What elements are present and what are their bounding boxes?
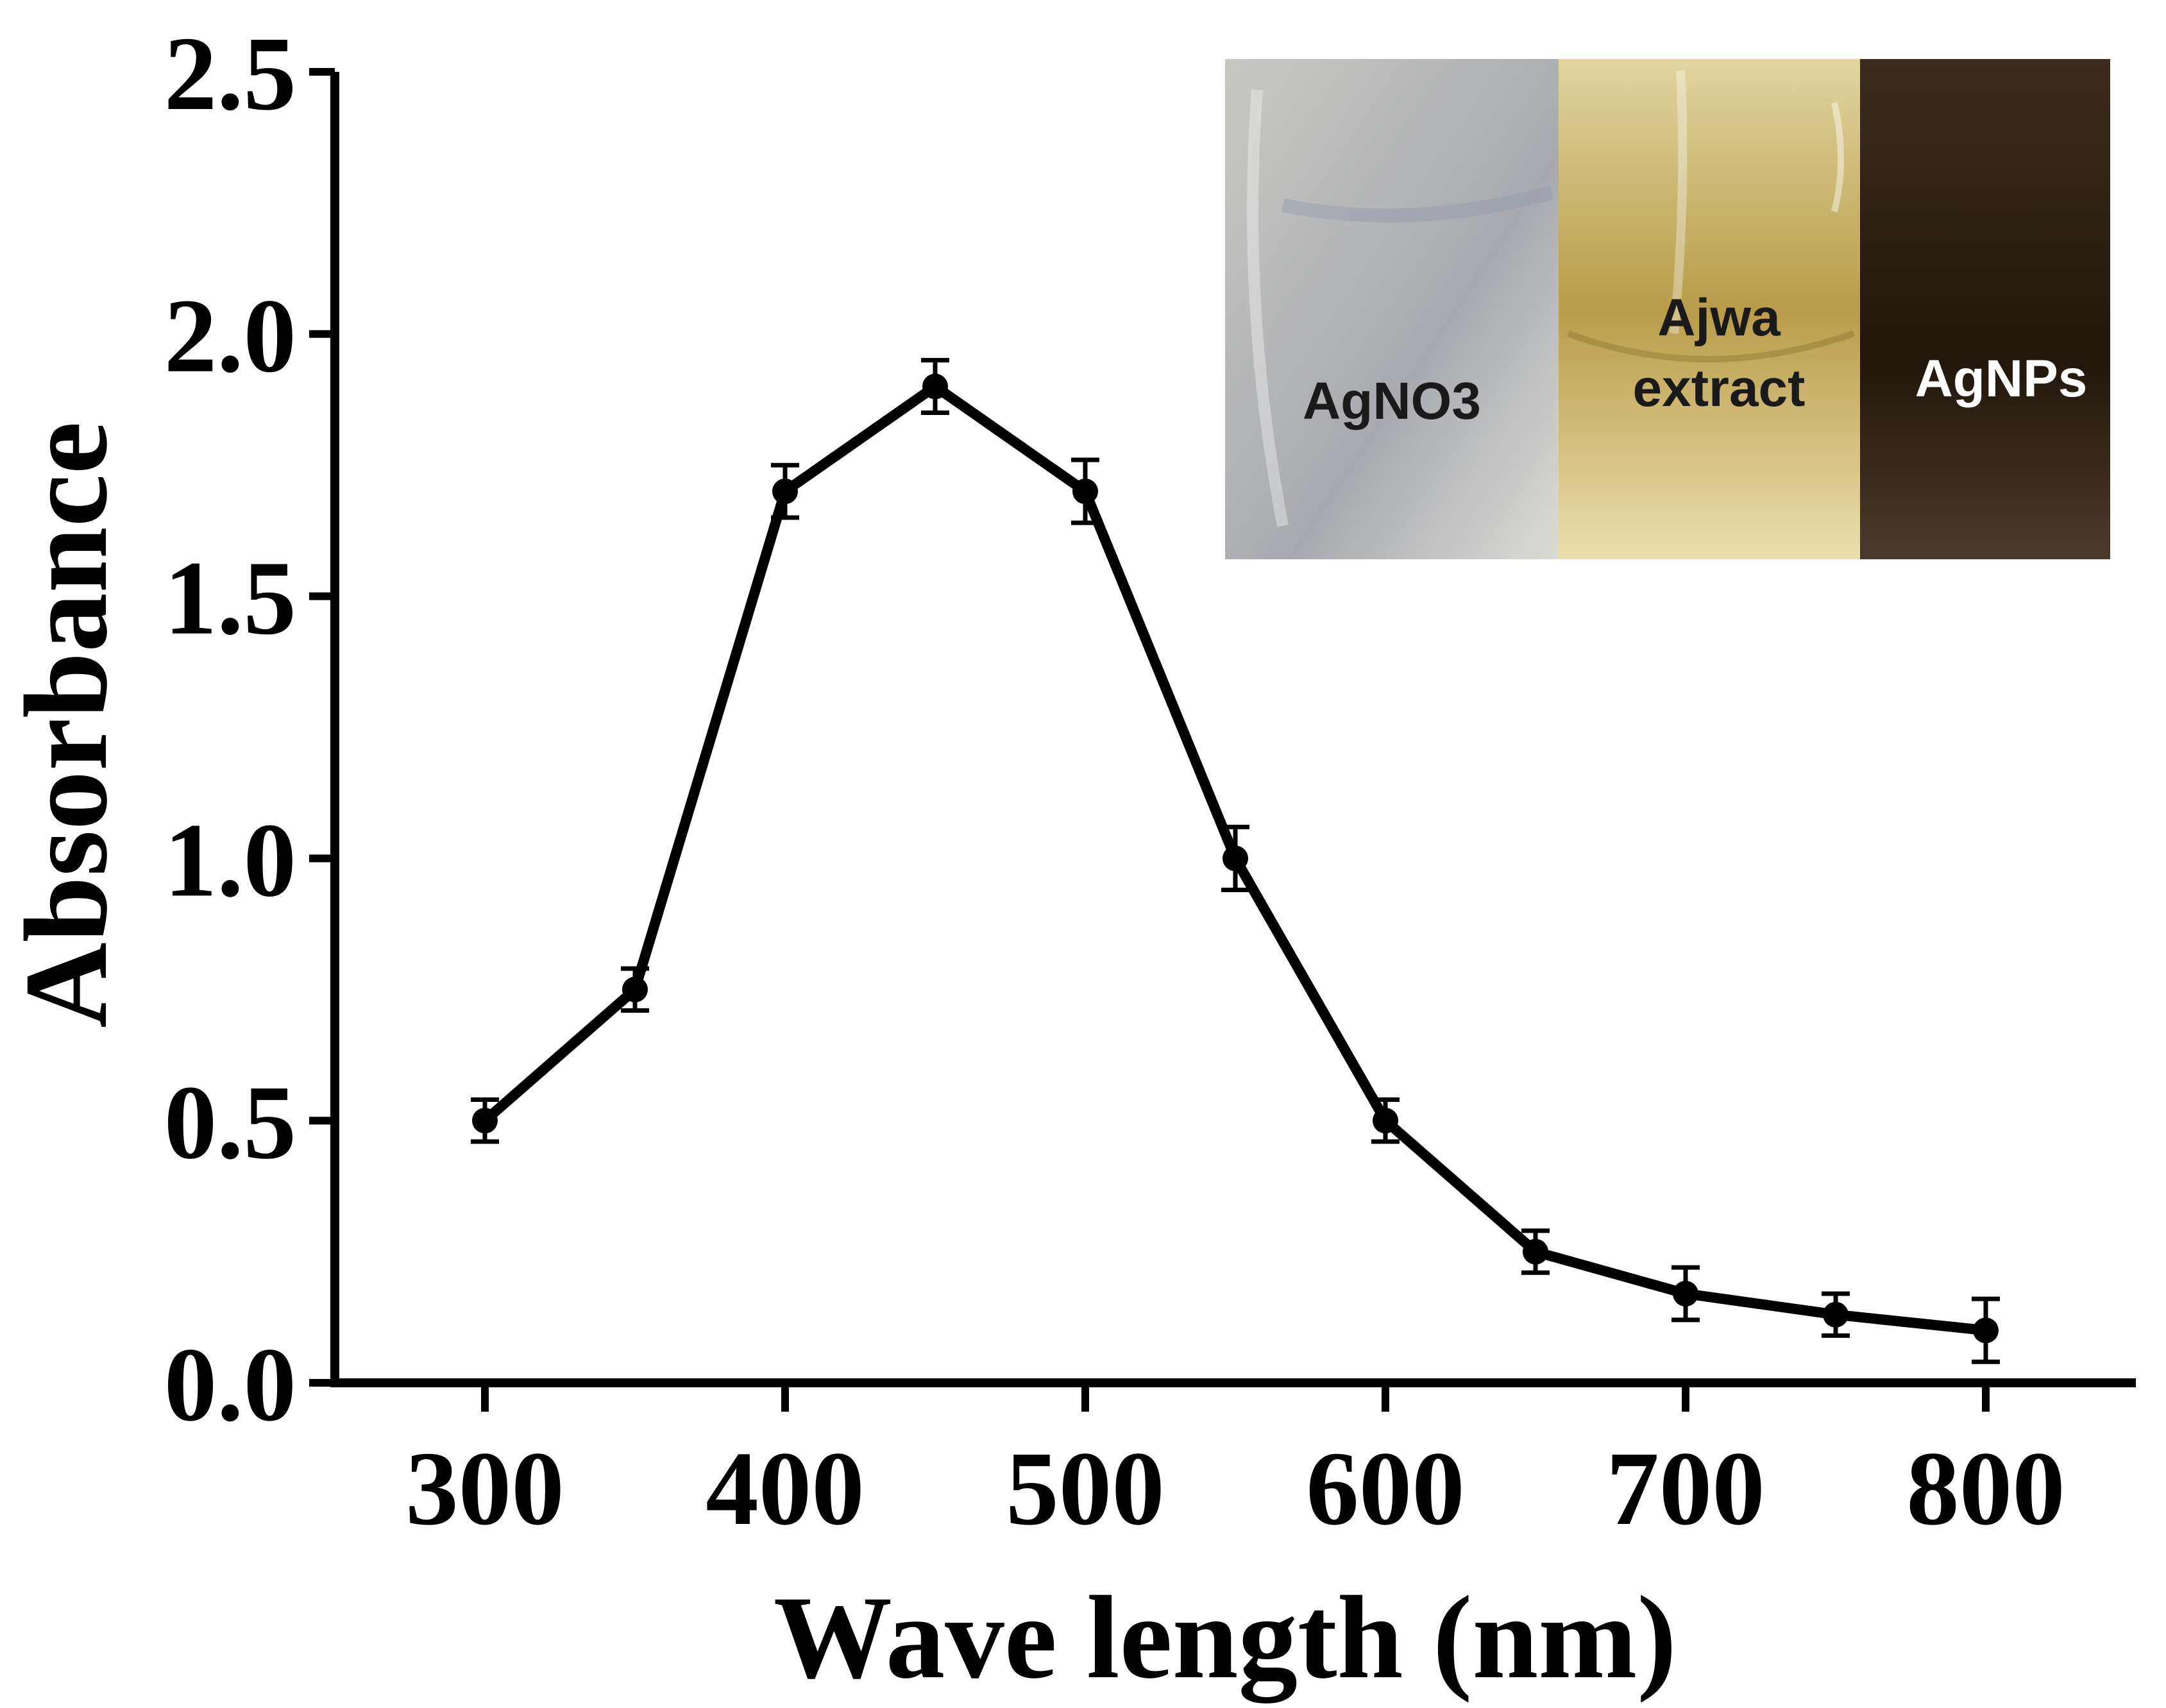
y-axis-title: Absorbance bbox=[1, 421, 132, 1028]
y-tick-label: 0.5 bbox=[164, 1063, 296, 1181]
y-tick-label: 1.5 bbox=[164, 539, 296, 657]
x-tick-label: 400 bbox=[706, 1430, 865, 1547]
vial-agnps bbox=[1860, 59, 2110, 559]
x-tick-label: 600 bbox=[1306, 1430, 1465, 1547]
inset-label: AgNO3 bbox=[1303, 372, 1481, 430]
data-point bbox=[1673, 1281, 1698, 1307]
axes bbox=[330, 72, 2136, 1387]
data-point bbox=[772, 478, 798, 505]
x-tick-label: 800 bbox=[1906, 1430, 2065, 1547]
data-point bbox=[472, 1108, 498, 1134]
inset-vial-photos: AgNO3 Ajwa extract AgNPs bbox=[1225, 59, 2110, 559]
x-axis-title: Wave length (nm) bbox=[774, 1572, 1677, 1704]
y-tick-label: 0.0 bbox=[164, 1326, 296, 1443]
y-tick-label: 1.0 bbox=[164, 801, 296, 918]
vial-ajwa-extract bbox=[1559, 59, 1860, 559]
data-point bbox=[1823, 1301, 1849, 1328]
inset-label: extract bbox=[1633, 359, 1806, 418]
ticks: 0.0 0.5 1.0 1.5 2.0 2.5 300 400 500 600 700 800 bbox=[164, 15, 2065, 1547]
data-point bbox=[1223, 845, 1248, 872]
x-tick-label: 700 bbox=[1606, 1430, 1765, 1547]
data-point bbox=[622, 976, 648, 1002]
inset-label: AgNPs bbox=[1915, 350, 2088, 408]
y-tick-label: 2.0 bbox=[164, 277, 296, 394]
series bbox=[471, 358, 2000, 1364]
data-point bbox=[1373, 1108, 1398, 1134]
inset-label: Ajwa bbox=[1657, 289, 1781, 347]
y-tick-label: 2.5 bbox=[164, 15, 296, 132]
data-point bbox=[1523, 1239, 1548, 1265]
vial-agno3 bbox=[1225, 59, 1559, 559]
x-tick-label: 500 bbox=[1006, 1430, 1165, 1547]
data-point bbox=[1973, 1317, 1999, 1344]
data-point bbox=[922, 373, 948, 400]
data-point bbox=[1072, 478, 1098, 505]
x-tick-label: 300 bbox=[405, 1430, 564, 1547]
